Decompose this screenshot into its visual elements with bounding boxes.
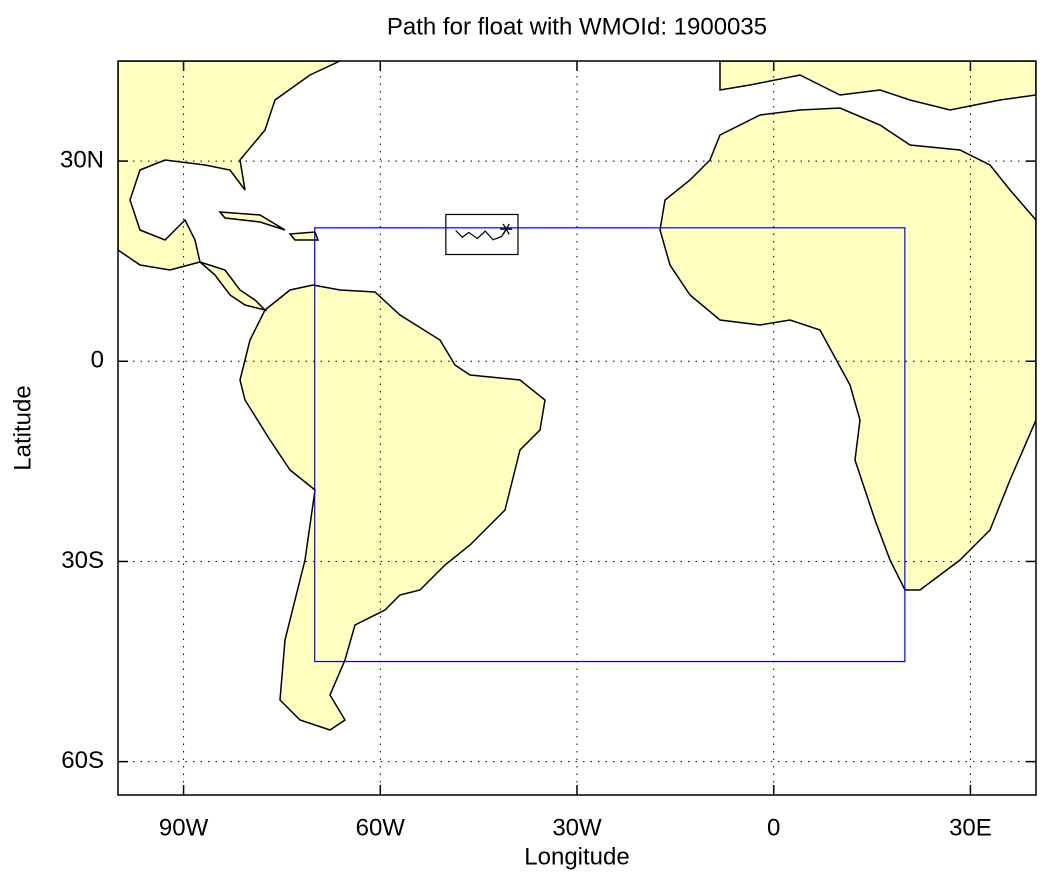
x-tick-label: 60W: [356, 814, 406, 841]
europe: [719, 61, 1036, 111]
data-layer: [314, 213, 906, 663]
asterisk-stroke: [502, 223, 510, 235]
north-america: [118, 61, 341, 312]
y-tick-label: 0: [91, 347, 104, 374]
chart-title: Path for float with WMOId: 1900035: [387, 13, 767, 40]
grid: 90W 60W 30W 0 30E 60S 30S 0 30N: [60, 61, 1036, 841]
africa: [659, 107, 1036, 591]
zoom-box: [445, 213, 519, 256]
x-axis-label: Longitude: [524, 843, 629, 870]
hispaniola: [288, 231, 320, 241]
float-path: [455, 228, 507, 241]
x-tick-label: 90W: [159, 814, 209, 841]
y-tick-label: 60S: [61, 747, 104, 774]
cuba: [218, 211, 286, 231]
float-position: [500, 223, 513, 235]
y-tick-label: 30N: [60, 146, 104, 173]
y-tick-label: 30S: [61, 547, 104, 574]
south-america: [239, 284, 546, 731]
y-axis-label: Latitude: [9, 385, 36, 470]
x-tick-label: 0: [767, 814, 780, 841]
x-tick-label: 30E: [949, 814, 992, 841]
region-box: [314, 227, 906, 663]
coastlines: [118, 61, 1036, 731]
plot-frame: [117, 60, 1037, 796]
x-tick-label: 30W: [552, 814, 602, 841]
